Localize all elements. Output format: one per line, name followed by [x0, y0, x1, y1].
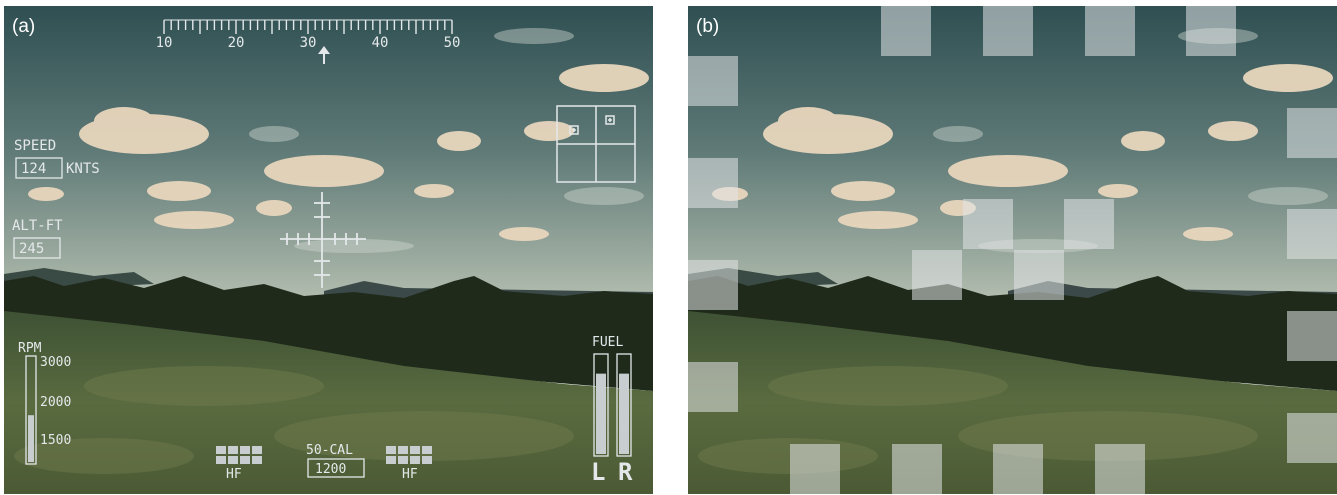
occluder-left-1	[688, 56, 738, 106]
occluder-bottom-2	[892, 444, 942, 494]
landscape-scene-b	[688, 6, 1337, 494]
rpm-label: RPM	[18, 341, 42, 356]
fuel-left-gauge-fill	[596, 373, 606, 454]
heading-tick-40: 40	[372, 35, 389, 51]
occluder-left-3	[688, 260, 738, 310]
occluder-right-3	[1287, 311, 1337, 361]
cal50-value: 1200	[315, 462, 346, 477]
crosshair-reticle-icon	[280, 192, 366, 288]
panel-a-label: (a)	[12, 16, 36, 37]
occluder-center-4	[1014, 250, 1064, 300]
altitude-value: 245	[19, 241, 44, 257]
target-grid-box	[556, 105, 636, 183]
occluder-right-4	[1287, 413, 1337, 463]
occluder-top-3	[1085, 6, 1135, 56]
heading-pointer-icon	[318, 46, 330, 64]
fuel-right-gauge-frame	[616, 353, 632, 457]
fuel-right-gauge-fill	[619, 373, 629, 454]
rpm-gauge-frame	[25, 355, 37, 465]
occluder-bottom-1	[790, 444, 840, 494]
cal50-value-box	[307, 458, 365, 478]
heading-tape-ticks	[163, 20, 453, 34]
occluder-center-3	[912, 250, 962, 300]
fuel-label: FUEL	[592, 335, 623, 350]
occluder-center-2	[1064, 199, 1114, 249]
heading-tick-10: 10	[156, 35, 173, 51]
occluder-left-4	[688, 362, 738, 412]
heading-tick-30: 30	[300, 35, 317, 51]
heading-tick-20: 20	[228, 35, 245, 51]
hf-left-label: HF	[226, 467, 242, 482]
occluder-center-1	[963, 199, 1013, 249]
fuel-right-marker: R	[618, 458, 633, 486]
occluder-top-4	[1186, 6, 1236, 56]
fuel-left-marker: L	[591, 458, 605, 486]
occluder-left-2	[688, 158, 738, 208]
panel-a-hud-view: 10 20 30 40 50	[4, 6, 653, 494]
landscape-scene	[4, 6, 653, 494]
altitude-value-box	[13, 237, 61, 259]
panel-b-label: (b)	[696, 16, 720, 37]
speed-value-box	[15, 157, 63, 179]
hud-overlay: 10 20 30 40 50	[12, 19, 636, 486]
panel-b-occlusion-view: (b)	[688, 6, 1337, 494]
hf-left-ammo-indicator: HF	[216, 446, 262, 482]
occluder-bottom-4	[1095, 444, 1145, 494]
speed-value: 124	[21, 161, 46, 177]
rpm-tick-2000: 2000	[40, 395, 71, 410]
occluder-top-1	[881, 6, 931, 56]
rpm-tick-1500: 1500	[40, 433, 71, 448]
speed-label: SPEED	[14, 138, 56, 154]
occluder-right-1	[1287, 108, 1337, 158]
hf-left-ammo-blocks	[216, 446, 262, 464]
hf-right-label: HF	[402, 467, 418, 482]
occluder-top-2	[983, 6, 1033, 56]
occluder-bottom-3	[993, 444, 1043, 494]
occluder-right-2	[1287, 209, 1337, 259]
fuel-left-gauge-frame	[593, 353, 609, 457]
rpm-tick-3000: 3000	[40, 355, 71, 370]
hf-right-ammo-blocks	[386, 446, 432, 464]
cal50-label: 50-CAL	[306, 443, 353, 458]
heading-tick-50: 50	[444, 35, 461, 51]
rpm-gauge-fill	[28, 415, 34, 462]
hf-right-ammo-indicator: HF	[386, 446, 432, 482]
heading-scale-labels: 10 20 30 40 50	[156, 35, 461, 51]
altitude-label: ALT-FT	[12, 218, 63, 234]
cal50-ammo-indicator: 50-CAL 1200	[306, 443, 365, 478]
speed-unit: KNTS	[66, 161, 100, 177]
